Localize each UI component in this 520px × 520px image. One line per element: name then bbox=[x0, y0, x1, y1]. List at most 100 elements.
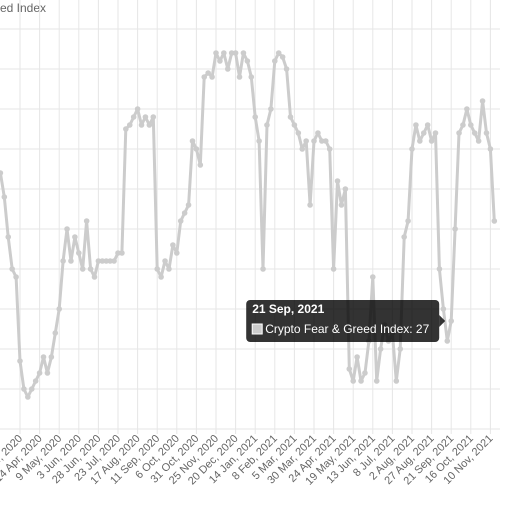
data-point bbox=[56, 306, 62, 312]
tooltip-caret bbox=[439, 315, 446, 327]
data-point bbox=[252, 114, 258, 120]
data-point bbox=[228, 50, 235, 56]
data-point bbox=[479, 98, 486, 104]
data-point bbox=[491, 218, 498, 224]
data-point bbox=[319, 138, 325, 144]
data-point bbox=[272, 58, 278, 64]
data-point bbox=[240, 50, 247, 56]
data-point bbox=[154, 266, 160, 272]
tooltip: 21 Sep, 2021 Crypto Fear & Greed Index: 2… bbox=[246, 300, 446, 342]
data-point bbox=[315, 130, 321, 136]
data-point bbox=[28, 386, 35, 392]
data-point bbox=[432, 130, 439, 136]
data-point bbox=[95, 258, 102, 264]
data-point bbox=[311, 138, 317, 144]
data-point bbox=[1, 194, 8, 200]
data-point bbox=[189, 138, 196, 144]
data-point bbox=[393, 378, 400, 384]
data-point bbox=[370, 274, 376, 280]
data-point bbox=[475, 138, 482, 144]
data-point bbox=[448, 318, 455, 324]
data-point bbox=[287, 114, 294, 120]
data-point bbox=[5, 234, 12, 240]
data-point bbox=[346, 366, 353, 372]
data-point bbox=[362, 370, 368, 376]
data-point bbox=[444, 338, 451, 344]
data-point bbox=[291, 122, 298, 128]
data-point bbox=[264, 122, 270, 128]
data-point bbox=[162, 258, 168, 264]
data-point bbox=[326, 146, 333, 152]
tooltip-title: 21 Sep, 2021 bbox=[252, 302, 324, 316]
data-point bbox=[307, 202, 313, 208]
data-point bbox=[21, 386, 27, 392]
data-point bbox=[295, 130, 302, 136]
data-point bbox=[260, 266, 266, 272]
data-point bbox=[87, 266, 94, 272]
data-point bbox=[224, 66, 231, 72]
grid bbox=[0, 0, 500, 434]
data-point bbox=[72, 234, 78, 240]
data-point bbox=[13, 274, 19, 280]
data-point bbox=[25, 394, 31, 400]
data-point bbox=[338, 202, 345, 208]
data-point bbox=[354, 354, 360, 360]
data-point bbox=[268, 106, 274, 112]
data-point bbox=[303, 138, 309, 144]
data-point bbox=[377, 346, 384, 352]
data-point bbox=[256, 138, 262, 144]
data-point bbox=[36, 370, 43, 376]
data-point bbox=[334, 178, 341, 184]
tooltip-swatch bbox=[251, 323, 263, 335]
data-point bbox=[330, 266, 337, 272]
data-point bbox=[170, 242, 176, 248]
data-point bbox=[275, 50, 282, 56]
data-point bbox=[471, 130, 478, 136]
data-point bbox=[32, 378, 39, 384]
data-point bbox=[52, 330, 59, 336]
data-point bbox=[126, 122, 133, 128]
data-point bbox=[436, 266, 443, 272]
data-line bbox=[0, 51, 496, 399]
data-point bbox=[177, 218, 184, 224]
data-point bbox=[138, 122, 145, 128]
data-point bbox=[150, 114, 157, 120]
data-point bbox=[119, 250, 125, 256]
data-point bbox=[217, 58, 223, 64]
data-point bbox=[76, 250, 82, 256]
data-point bbox=[185, 202, 192, 208]
data-point bbox=[209, 74, 215, 80]
data-point bbox=[68, 258, 74, 264]
data-point bbox=[417, 138, 423, 144]
data-point bbox=[358, 378, 364, 384]
data-point bbox=[158, 274, 164, 280]
data-point bbox=[115, 250, 121, 256]
data-point bbox=[342, 186, 349, 192]
data-point bbox=[103, 258, 110, 264]
data-point bbox=[464, 106, 470, 112]
data-point bbox=[142, 114, 149, 120]
data-point bbox=[134, 106, 141, 112]
data-point bbox=[322, 138, 329, 144]
data-point bbox=[413, 122, 419, 128]
data-point bbox=[205, 70, 211, 76]
data-point bbox=[350, 378, 357, 384]
data-point bbox=[123, 126, 129, 132]
data-point bbox=[174, 250, 180, 256]
tooltip-box bbox=[246, 300, 440, 342]
data-point bbox=[279, 54, 286, 60]
data-point bbox=[181, 210, 188, 216]
chart-title: Crypto Fear & Greed Index bbox=[0, 1, 46, 15]
data-point bbox=[468, 122, 474, 128]
data-point bbox=[111, 258, 117, 264]
data-point bbox=[60, 258, 66, 264]
data-point bbox=[440, 306, 447, 312]
data-point bbox=[83, 218, 90, 224]
data-point bbox=[166, 266, 172, 272]
data-point bbox=[197, 162, 204, 168]
data-point bbox=[401, 234, 407, 240]
data-point bbox=[146, 122, 153, 128]
data-point bbox=[64, 226, 70, 232]
data-point bbox=[0, 170, 4, 176]
